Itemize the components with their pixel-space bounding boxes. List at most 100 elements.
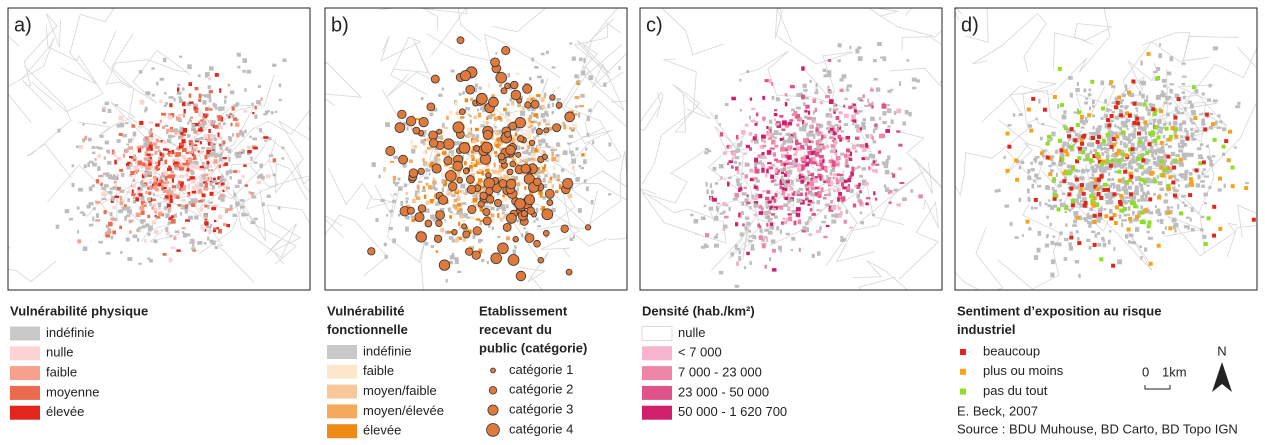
erp-point <box>543 230 549 236</box>
building <box>1124 202 1128 205</box>
erp-point <box>491 58 500 67</box>
building <box>1235 105 1240 108</box>
building <box>873 191 875 195</box>
road <box>564 171 638 246</box>
building <box>170 195 172 199</box>
survey-point <box>1195 168 1199 172</box>
building <box>1059 231 1062 235</box>
building <box>850 152 852 157</box>
building <box>1181 195 1186 198</box>
building <box>555 190 558 193</box>
building <box>127 210 132 214</box>
erp-point <box>486 172 492 178</box>
building <box>552 66 556 68</box>
building <box>393 176 396 181</box>
building <box>555 149 557 151</box>
building <box>217 115 222 117</box>
building <box>809 159 812 163</box>
building <box>147 171 152 174</box>
building <box>155 139 158 141</box>
building <box>182 231 184 233</box>
building <box>541 79 544 83</box>
building <box>478 178 482 182</box>
building <box>72 164 75 167</box>
erp-point <box>566 269 572 275</box>
building <box>770 129 772 133</box>
building <box>737 170 740 174</box>
survey-point <box>1161 174 1165 178</box>
building <box>785 102 788 106</box>
building <box>1162 79 1166 83</box>
building <box>772 268 776 271</box>
building <box>798 168 802 173</box>
building <box>1165 226 1167 230</box>
road <box>972 14 1046 73</box>
building <box>1210 113 1213 115</box>
building <box>1128 166 1131 169</box>
building <box>424 177 429 180</box>
map-panel: c) <box>570 0 1006 346</box>
building <box>807 204 810 206</box>
building <box>770 226 774 230</box>
erp-point <box>413 127 420 134</box>
building <box>250 192 254 195</box>
building <box>450 255 455 259</box>
building <box>841 182 844 186</box>
map-panel: d) <box>924 0 1265 293</box>
building <box>139 193 143 197</box>
building <box>477 109 479 112</box>
building <box>481 259 484 262</box>
building <box>1100 81 1104 86</box>
erp-point <box>536 128 542 134</box>
building <box>207 155 210 158</box>
building <box>1123 142 1126 145</box>
building <box>871 105 873 109</box>
building <box>586 133 589 136</box>
erp-point <box>474 145 480 151</box>
building <box>199 137 203 140</box>
building <box>783 140 787 143</box>
building <box>1098 125 1103 127</box>
building <box>138 227 141 229</box>
building <box>155 123 159 126</box>
building <box>218 125 222 129</box>
building <box>1146 185 1149 187</box>
building <box>710 183 712 188</box>
building <box>714 216 718 221</box>
erp-point <box>521 210 527 216</box>
building <box>824 166 827 171</box>
building <box>210 183 212 185</box>
building <box>563 150 568 155</box>
building <box>1178 145 1183 148</box>
building <box>788 217 791 221</box>
building <box>1077 237 1080 240</box>
building <box>1140 205 1143 209</box>
building <box>198 99 201 102</box>
building <box>451 70 455 73</box>
building <box>120 190 124 193</box>
building <box>1129 234 1133 237</box>
building <box>224 96 227 99</box>
building <box>745 124 749 127</box>
building <box>462 91 465 95</box>
building <box>96 213 99 218</box>
building <box>793 132 796 136</box>
map-content <box>570 0 1006 346</box>
building <box>537 76 542 79</box>
building <box>578 80 581 83</box>
building <box>426 183 429 186</box>
building <box>790 166 794 168</box>
building <box>711 190 714 194</box>
building <box>164 160 167 165</box>
building <box>230 91 234 95</box>
building <box>728 207 730 211</box>
building <box>174 128 178 132</box>
building <box>744 266 746 269</box>
building <box>800 145 804 149</box>
building <box>1112 111 1115 113</box>
building <box>233 104 238 107</box>
building <box>190 239 194 241</box>
erp-point <box>463 231 470 238</box>
building <box>782 187 784 190</box>
building <box>72 183 75 187</box>
